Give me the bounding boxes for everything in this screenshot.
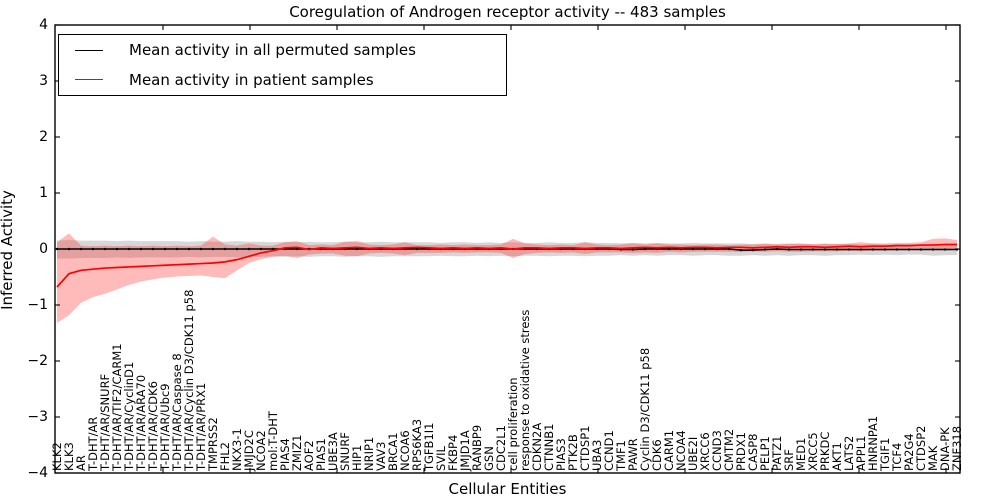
patient-band — [57, 233, 957, 323]
permuted-mean-marker — [811, 248, 815, 251]
permuted-mean-marker — [691, 247, 695, 251]
legend-label-permuted: Mean activity in all permuted samples — [129, 41, 416, 60]
permuted-mean-marker — [847, 248, 851, 251]
patient-mean-line — [56, 243, 957, 288]
permuted-mean-marker — [751, 248, 755, 252]
y-tick-label: 2 — [39, 129, 48, 145]
permuted-mean-marker — [763, 248, 767, 251]
permuted-mean-marker — [199, 247, 203, 251]
permuted-mean-marker — [871, 248, 875, 251]
permuted-mean-marker — [223, 247, 227, 251]
permuted-mean-marker — [835, 248, 839, 251]
permuted-mean-marker — [187, 247, 191, 251]
permuted-mean-marker — [235, 247, 239, 251]
x-tick-label: ZNF318 — [950, 425, 964, 471]
permuted-mean-marker — [799, 248, 803, 251]
permuted-mean-marker — [115, 247, 119, 251]
permuted-mean-marker — [883, 248, 887, 251]
permuted-mean-marker — [139, 247, 143, 251]
legend: Mean activity in all permuted samples Me… — [58, 34, 507, 96]
permuted-mean-marker — [667, 247, 671, 251]
permuted-mean-marker — [895, 248, 899, 251]
x-axis-label: Cellular Entities — [448, 480, 567, 498]
y-tick-label: 0 — [39, 241, 48, 257]
permuted-mean-marker — [103, 247, 107, 251]
permuted-mean-marker — [943, 248, 947, 251]
legend-line-patient-icon — [75, 79, 103, 81]
permuted-mean-marker — [631, 248, 635, 251]
legend-line-permuted-icon — [75, 49, 103, 51]
y-tick-label: −1 — [27, 297, 48, 313]
permuted-mean-marker — [91, 247, 95, 251]
permuted-mean-marker — [259, 247, 263, 251]
permuted-mean-marker — [79, 247, 83, 251]
permuted-mean-marker — [859, 248, 863, 251]
permuted-mean-marker — [67, 247, 71, 251]
permuted-mean-marker — [295, 247, 299, 251]
y-tick-label: −4 — [27, 465, 48, 481]
permuted-mean-marker — [931, 248, 935, 251]
permuted-mean-marker — [787, 248, 791, 251]
permuted-mean-marker — [703, 247, 707, 251]
y-tick-label: −2 — [27, 353, 48, 369]
permuted-mean-marker — [919, 248, 923, 251]
permuted-mean-marker — [727, 247, 731, 251]
permuted-mean-marker — [175, 247, 179, 251]
chart-title: Coregulation of Androgen receptor activi… — [289, 3, 726, 21]
y-tick-label: 4 — [39, 17, 48, 33]
y-tick-label: 1 — [39, 185, 48, 201]
permuted-mean-marker — [907, 248, 911, 251]
permuted-mean-marker — [355, 247, 359, 251]
permuted-mean-marker — [739, 248, 743, 252]
legend-label-patient: Mean activity in patient samples — [129, 70, 374, 89]
permuted-mean-marker — [643, 247, 647, 251]
permuted-mean-marker — [151, 247, 155, 251]
permuted-mean-marker — [127, 247, 131, 251]
permuted-mean-marker — [247, 247, 251, 251]
legend-row-patient: Mean activity in patient samples — [59, 65, 506, 94]
legend-row-permuted: Mean activity in all permuted samples — [59, 36, 506, 65]
permuted-mean-marker — [823, 248, 827, 251]
permuted-mean-marker — [211, 247, 215, 251]
permuted-mean-marker — [163, 247, 167, 251]
y-tick-label: 3 — [39, 73, 48, 89]
y-tick-label: −3 — [27, 409, 48, 425]
permuted-mean-marker — [775, 247, 779, 251]
permuted-mean-marker — [271, 247, 275, 251]
permuted-mean-marker — [415, 247, 419, 251]
